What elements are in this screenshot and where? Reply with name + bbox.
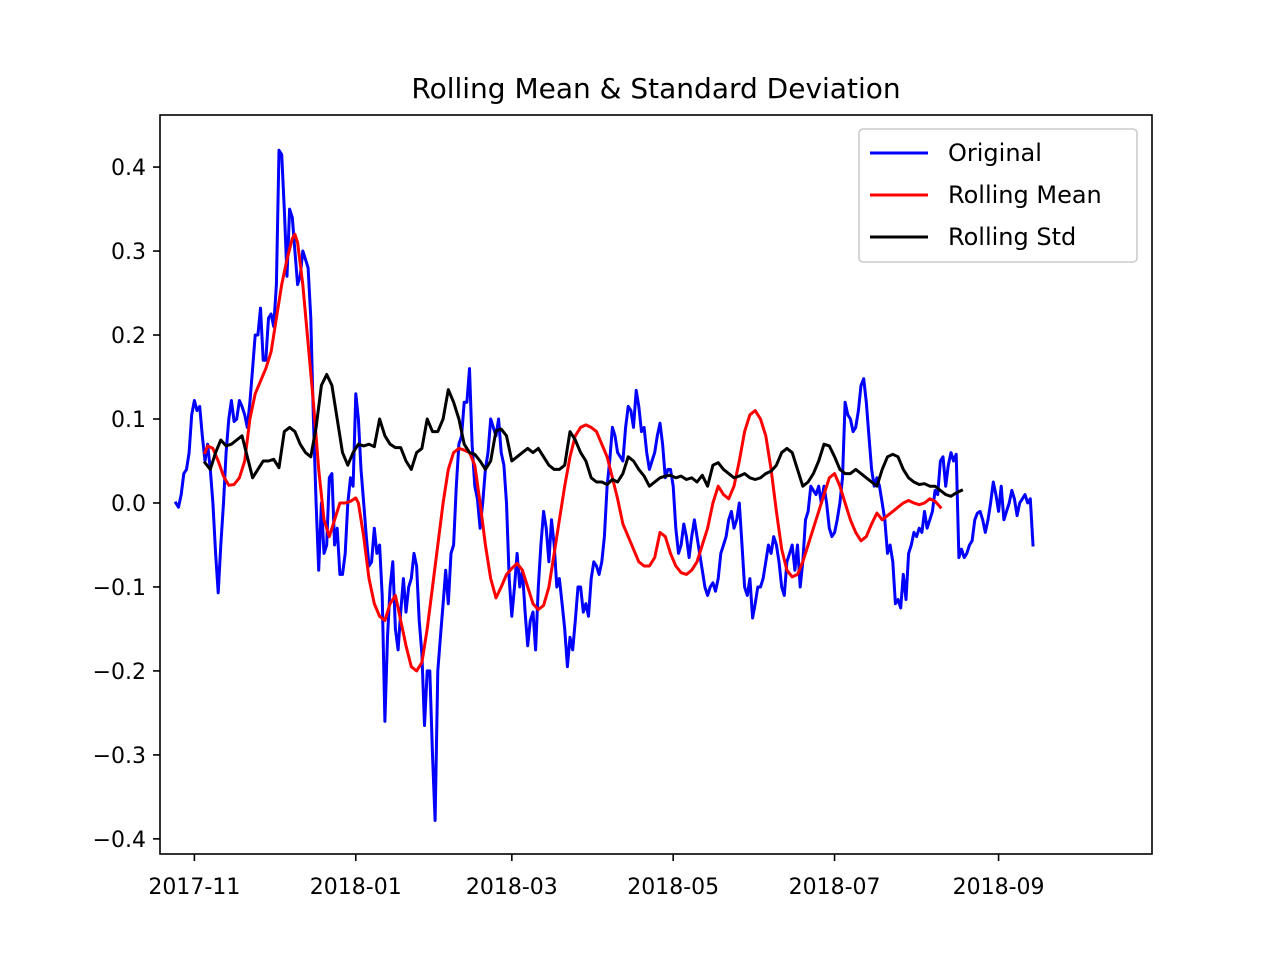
x-tick-label: 2018-05	[627, 875, 719, 900]
legend-box	[858, 128, 1138, 263]
legend-label: Rolling Mean	[948, 181, 1102, 209]
x-axis: 2017-11 2018-01 2018-03 2018-05 2018-07 2018-…	[148, 854, 1045, 900]
y-tick-label: −0.3	[93, 744, 146, 769]
x-tick-label: 2018-07	[789, 875, 881, 900]
y-tick-label: −0.4	[93, 828, 146, 853]
legend-label: Rolling Std	[948, 223, 1076, 251]
y-tick-label: 0.4	[111, 156, 146, 181]
y-tick-label: 0.1	[111, 408, 146, 433]
series-line-0	[173, 148, 1035, 822]
y-tick-label: 0.0	[111, 492, 146, 517]
y-tick-label: 0.2	[111, 324, 146, 349]
series-line-2	[202, 373, 964, 498]
legend: Original Rolling Mean Rolling Std	[858, 128, 1138, 263]
plot-frame	[159, 114, 1153, 855]
y-tick-label: 0.3	[111, 240, 146, 265]
legend-entries: Original Rolling Mean Rolling Std	[870, 139, 1102, 251]
y-tick-label: −0.1	[93, 576, 146, 601]
x-tick-label: 2017-11	[148, 875, 240, 900]
series-line-1	[203, 232, 943, 673]
chart-title: Rolling Mean & Standard Deviation	[411, 72, 900, 105]
series-layer	[173, 148, 1035, 822]
x-tick-label: 2018-09	[953, 875, 1045, 900]
y-tick-label: −0.2	[93, 660, 146, 685]
y-axis: 0.4 0.3 0.2 0.1 0.0 −0.1 −0.2 −0.3 −0.4	[93, 156, 160, 853]
legend-label: Original	[948, 139, 1042, 167]
x-tick-label: 2018-01	[310, 875, 402, 900]
x-tick-label: 2018-03	[466, 875, 558, 900]
